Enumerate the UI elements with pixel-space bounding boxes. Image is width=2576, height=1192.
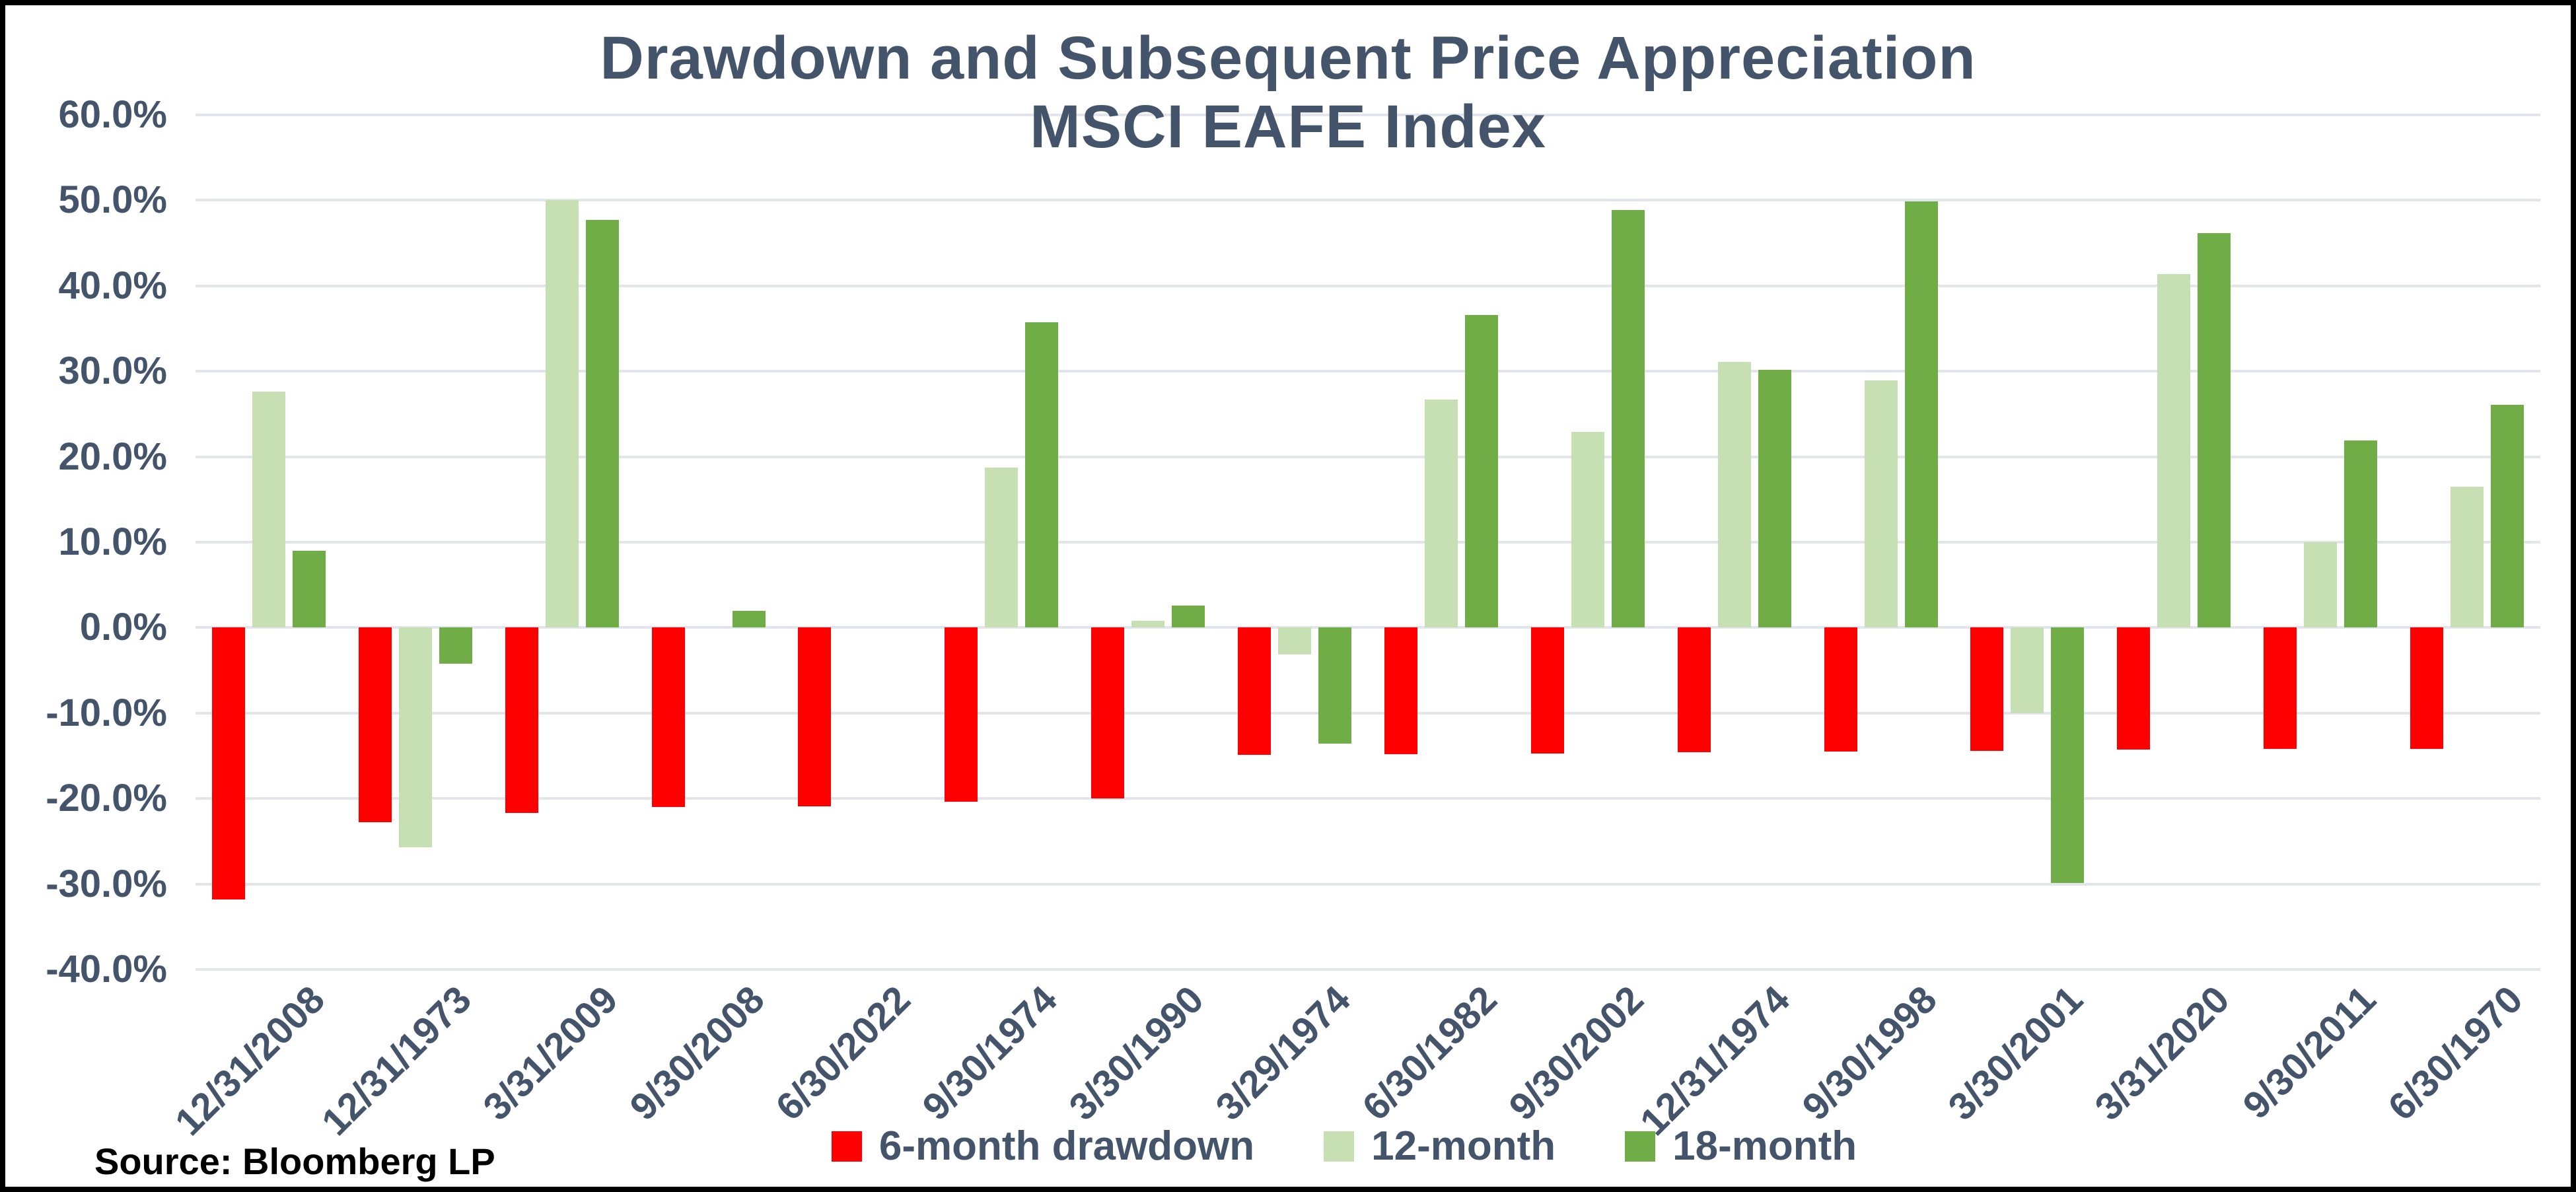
x-axis-tick-label: 6/30/1970 (2380, 977, 2531, 1129)
bar-6-month-drawdown (358, 627, 392, 823)
bar-6-month-drawdown (798, 627, 832, 806)
chart-title: Drawdown and Subsequent Price Appreciati… (5, 24, 2571, 161)
bar-18-month (2491, 404, 2524, 628)
bar-18-month (732, 610, 766, 628)
bar-18-month (1172, 605, 1205, 628)
bar-18-month (439, 627, 472, 664)
bar-12-month (398, 627, 432, 847)
x-axis-tick-label: 9/30/2008 (621, 977, 773, 1129)
x-axis-tick-label: 3/31/2020 (2087, 977, 2238, 1129)
bar-12-month (1424, 399, 1458, 628)
bar-18-month (1904, 201, 1938, 628)
y-axis-tick-label: -30.0% (46, 862, 167, 905)
y-axis-tick-label: 20.0% (58, 435, 167, 478)
legend-label-18-month: 18-month (1672, 1123, 1857, 1169)
x-axis-tick-label: 3/30/1990 (1061, 977, 1212, 1129)
bar-18-month (2051, 627, 2085, 884)
bar-6-month-drawdown (211, 627, 245, 899)
y-axis-tick-label: -20.0% (46, 777, 167, 820)
x-axis-tick-label: 6/30/2022 (768, 977, 919, 1129)
bar-6-month-drawdown (2264, 627, 2297, 750)
x-axis-tick-label: 9/30/2011 (2235, 977, 2384, 1127)
bar-6-month-drawdown (1384, 627, 1417, 754)
bar-12-month (1717, 361, 1751, 628)
legend-item-18-month: 18-month (1625, 1123, 1857, 1170)
legend-label-6-month-drawdown: 6-month drawdown (878, 1123, 1255, 1169)
gridline-0 (196, 626, 2540, 629)
bar-6-month-drawdown (1970, 627, 2004, 751)
gridline-20 (196, 455, 2540, 458)
y-axis-tick-label: 50.0% (58, 178, 167, 222)
gridline-60 (196, 114, 2540, 116)
x-axis-tick-label: 12/31/1974 (1632, 977, 1799, 1144)
legend-item-12-month: 12-month (1324, 1123, 1556, 1170)
bar-12-month (1278, 627, 1312, 654)
bar-12-month (985, 468, 1019, 628)
bar-18-month (2344, 440, 2378, 628)
x-axis-tick-label: 9/30/1974 (914, 977, 1065, 1129)
y-axis-tick-label: 10.0% (58, 520, 167, 563)
legend-swatch-18-month (1625, 1131, 1656, 1162)
y-axis-tick-label: 0.0% (79, 606, 167, 649)
x-axis-tick-label: 12/31/1973 (313, 977, 480, 1144)
x-axis-tick-label: 3/29/1974 (1207, 977, 1359, 1129)
bar-12-month (2157, 273, 2191, 628)
legend-label-12-month: 12-month (1371, 1123, 1556, 1169)
bar-12-month (1131, 621, 1165, 628)
bar-18-month (1318, 627, 1352, 744)
bar-12-month (2011, 627, 2044, 713)
gridline--10 (196, 711, 2540, 715)
bar-12-month (2304, 542, 2338, 628)
bar-18-month (1611, 209, 1645, 628)
bar-12-month (545, 200, 579, 628)
bar-6-month-drawdown (2117, 627, 2151, 750)
chart-title-line2: MSCI EAFE Index (1030, 93, 1546, 160)
source-attribution: Source: Bloomberg LP (94, 1140, 495, 1182)
x-axis-tick-label: 9/30/1998 (1793, 977, 1945, 1129)
chart-title-line1: Drawdown and Subsequent Price Appreciati… (600, 24, 1976, 92)
bar-18-month (292, 550, 326, 628)
x-axis-tick-label: 3/30/2001 (1940, 977, 2092, 1129)
bar-6-month-drawdown (1238, 627, 1271, 755)
bar-18-month (1464, 314, 1498, 628)
y-axis-tick-label: 30.0% (58, 349, 167, 393)
legend-item-6-month-drawdown: 6-month drawdown (831, 1123, 1255, 1170)
y-axis-tick-label: 40.0% (58, 263, 167, 307)
y-axis-tick-label: 60.0% (58, 93, 167, 136)
bar-12-month (252, 392, 285, 628)
bar-18-month (2198, 232, 2231, 628)
legend-swatch-12-month (1324, 1131, 1355, 1162)
gridline-10 (196, 541, 2540, 543)
gridline-30 (196, 370, 2540, 373)
y-axis-tick-label: -10.0% (46, 691, 167, 734)
bar-6-month-drawdown (945, 627, 978, 802)
bar-6-month-drawdown (1677, 627, 1711, 753)
bar-6-month-drawdown (1824, 627, 1857, 752)
x-axis-tick-label: 12/31/2008 (166, 977, 333, 1144)
bar-18-month (585, 220, 619, 628)
bar-18-month (1025, 322, 1059, 628)
legend: 6-month drawdown 12-month 18-month (5, 1123, 2571, 1170)
bar-12-month (1571, 432, 1604, 628)
bar-6-month-drawdown (1091, 627, 1125, 799)
x-axis-tick-label: 9/30/2002 (1501, 977, 1652, 1129)
legend-swatch-6-month-drawdown (831, 1131, 862, 1162)
bar-12-month (1864, 380, 1898, 628)
bar-12-month (2451, 486, 2484, 628)
bar-18-month (1758, 369, 1791, 628)
gridline-40 (196, 284, 2540, 287)
x-axis-tick-label: 6/30/1982 (1354, 977, 1505, 1129)
gridline-50 (196, 199, 2540, 202)
bar-6-month-drawdown (2410, 627, 2444, 750)
bar-6-month-drawdown (505, 627, 538, 814)
x-axis-tick-label: 3/31/2009 (474, 977, 626, 1129)
bar-6-month-drawdown (651, 627, 685, 808)
gridline--30 (196, 882, 2540, 886)
gridline--40 (196, 968, 2540, 971)
gridline--20 (196, 797, 2540, 800)
bar-6-month-drawdown (1530, 627, 1564, 754)
y-axis-tick-label: -40.0% (46, 948, 167, 991)
